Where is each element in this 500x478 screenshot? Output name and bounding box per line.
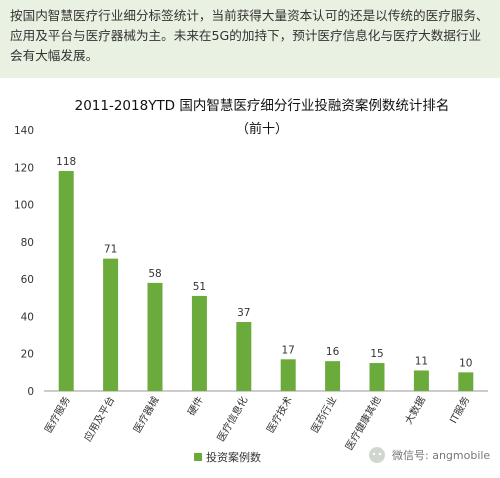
y-tick-label: 120 xyxy=(14,162,34,174)
data-label: 71 xyxy=(104,244,117,256)
intro-text: 按国内智慧医疗行业细分标签统计，当前获得大量资本认可的还是以传统的医疗服务、应用… xyxy=(0,0,500,78)
y-tick-label: 40 xyxy=(21,311,34,323)
bar xyxy=(58,171,74,391)
bar xyxy=(325,361,341,391)
x-tick-label: 医疗器械 xyxy=(130,394,161,435)
x-tick-label: 医疗技术 xyxy=(264,394,295,435)
y-tick-label: 100 xyxy=(14,200,34,212)
data-label: 16 xyxy=(326,346,340,358)
x-tick-label: 硬件 xyxy=(186,395,206,418)
data-label: 10 xyxy=(459,357,472,369)
chart-title: 2011-2018YTD 国内智慧医疗细分行业投融资案例数统计排名 xyxy=(75,97,450,114)
bar-layer: 118 医疗服务 71 应用及平台 58 医疗器械 51 硬件 37 医疗信息化 17 医疗技术 16 医… xyxy=(42,156,474,452)
bar xyxy=(147,282,163,391)
bar-chart: 2011-2018YTD 国内智慧医疗细分行业投融资案例数统计排名 （前十） 0… xyxy=(14,97,490,464)
data-label: 51 xyxy=(193,281,206,293)
chart-container: 2011-2018YTD 国内智慧医疗细分行业投融资案例数统计排名 （前十） 0… xyxy=(0,78,500,474)
y-tick-label: 20 xyxy=(21,349,34,361)
data-label: 37 xyxy=(237,307,250,319)
x-tick-label: 大数据 xyxy=(402,394,428,426)
wechat-icon xyxy=(369,447,385,463)
bar xyxy=(369,363,385,391)
data-label: 15 xyxy=(370,348,383,360)
x-tick-label: 应用及平台 xyxy=(81,394,117,444)
bar xyxy=(413,370,429,391)
data-label: 58 xyxy=(148,268,161,280)
bar xyxy=(103,258,119,391)
x-tick-label: 医疗服务 xyxy=(42,394,73,435)
x-tick-label: 医药行业 xyxy=(308,394,339,435)
legend: 投资案例数 xyxy=(194,450,261,464)
watermark-text: 微信号: angmobile xyxy=(392,448,490,462)
data-label: 17 xyxy=(282,344,295,356)
x-tick-label: IT服务 xyxy=(447,394,473,426)
x-tick-label: 医疗健康其他 xyxy=(342,394,383,452)
bar xyxy=(280,359,296,391)
x-tick-label: 医疗信息化 xyxy=(214,394,250,444)
bar xyxy=(458,372,474,391)
y-tick-label: 80 xyxy=(21,237,34,249)
legend-swatch xyxy=(194,453,202,461)
y-tick-label: 140 xyxy=(14,125,34,137)
bar xyxy=(236,322,252,391)
data-label: 11 xyxy=(415,355,428,367)
bar xyxy=(191,295,207,391)
y-tick-label: 0 xyxy=(27,386,34,398)
legend-label: 投资案例数 xyxy=(206,450,261,464)
watermark: 微信号: angmobile xyxy=(369,447,490,463)
y-tick-label: 60 xyxy=(21,274,34,286)
chart-subtitle: （前十） xyxy=(236,121,288,137)
data-label: 118 xyxy=(56,156,76,168)
